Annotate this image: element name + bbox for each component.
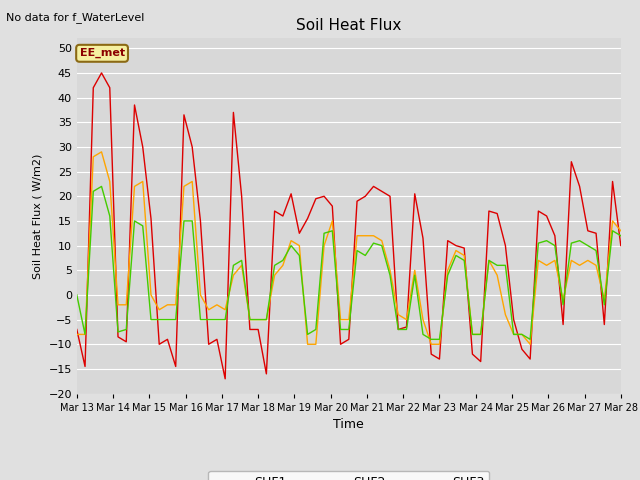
Title: Soil Heat Flux: Soil Heat Flux [296,18,401,33]
Legend: SHF1, SHF2, SHF3: SHF1, SHF2, SHF3 [209,471,489,480]
X-axis label: Time: Time [333,418,364,431]
Y-axis label: Soil Heat Flux ( W/m2): Soil Heat Flux ( W/m2) [33,153,43,279]
Text: No data for f_WaterLevel: No data for f_WaterLevel [6,12,145,23]
Text: EE_met: EE_met [79,48,125,59]
